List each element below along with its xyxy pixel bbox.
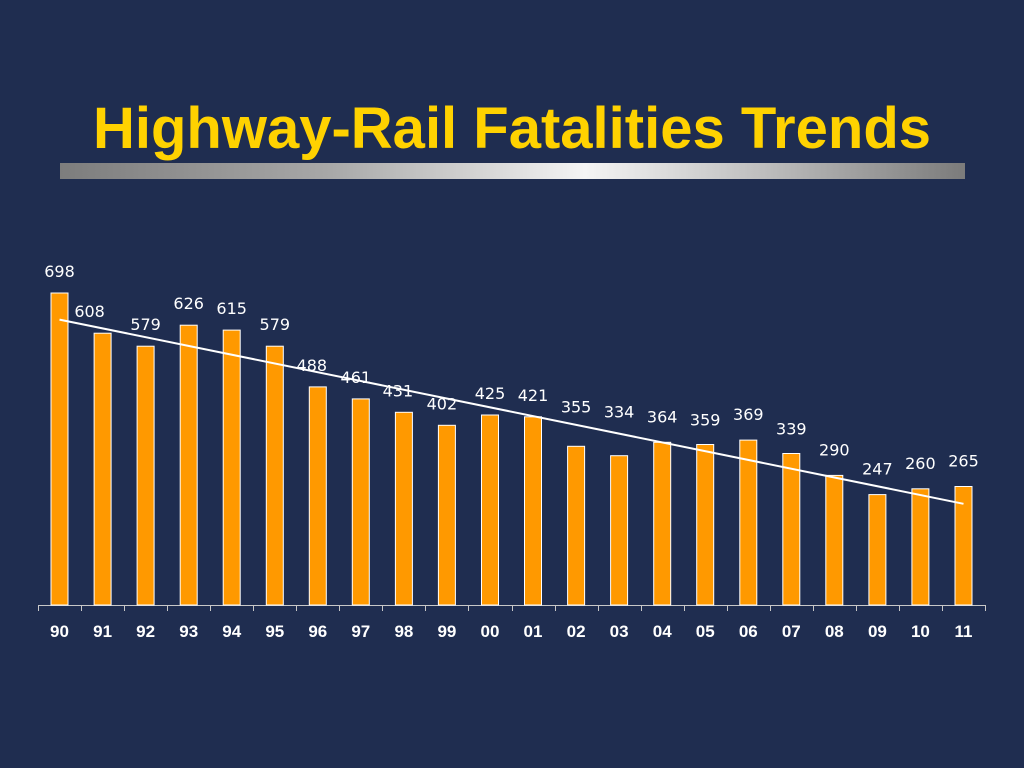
bar-96 [308,386,327,606]
data-label-98: 431 [383,381,414,400]
x-tick-label-09: 09 [868,622,887,641]
data-label-92: 579 [130,315,161,334]
x-tick-label-96: 96 [308,622,327,641]
bar-11 [954,486,973,606]
data-label-99: 402 [427,394,458,413]
data-label-94: 615 [216,299,247,318]
x-tick-label-08: 08 [825,622,844,641]
x-tick-label-10: 10 [911,622,930,641]
bar-95 [265,345,284,606]
x-tick-label-00: 00 [481,622,500,641]
data-label-08: 290 [819,440,850,459]
x-tick-label-06: 06 [739,622,758,641]
bar-93 [179,324,198,606]
bar-97 [351,398,370,606]
data-label-04: 364 [647,407,678,426]
bar-03 [610,455,629,606]
bar-98 [394,411,413,606]
trendline [59,318,964,505]
x-tick-label-94: 94 [222,622,241,641]
x-axis [38,605,986,611]
bar-90 [50,292,69,606]
bar-08 [825,474,844,606]
bar-05 [696,444,715,606]
data-label-91: 608 [74,302,105,321]
bar-91 [93,332,112,606]
bar-04 [653,441,672,606]
data-label-09: 247 [862,460,893,479]
x-tick-labels: 90 91 92 93 94 95 96 97 98 99 00 01 02 03 04 05 06 07 08 09… [50,622,972,641]
data-label-07: 339 [776,420,807,439]
x-tick-label-95: 95 [265,622,284,641]
x-tick-label-97: 97 [351,622,370,641]
bar-99 [437,424,456,606]
bar-94 [222,329,241,606]
data-label-01: 421 [518,386,549,405]
data-label-06: 369 [733,405,764,424]
data-label-10: 260 [905,454,936,473]
data-label-05: 359 [690,411,721,430]
bar-92 [136,345,155,606]
x-tick-label-99: 99 [437,622,456,641]
data-label-11: 265 [948,452,979,471]
x-tick-label-07: 07 [782,622,801,641]
x-tick-label-05: 05 [696,622,715,641]
data-label-93: 626 [173,294,204,313]
bar-09 [868,494,887,606]
x-tick-label-04: 04 [653,622,672,641]
title-divider [60,163,965,179]
data-label-00: 425 [475,384,506,403]
data-label-02: 355 [561,397,592,416]
bar-01 [524,416,542,606]
bars [50,292,973,606]
bar-06 [739,439,758,606]
data-labels: 698 608 579 626 615 579 488 461 431 402 425 421 355 3… [44,262,979,479]
data-label-03: 334 [604,403,635,422]
x-tick-label-98: 98 [394,622,413,641]
data-label-95: 579 [260,315,291,334]
x-tick-label-93: 93 [179,622,198,641]
bar-07 [782,453,801,606]
x-tick-label-92: 92 [136,622,155,641]
data-label-97: 461 [341,368,372,387]
x-tick-label-91: 91 [93,622,112,641]
trendline-layer [59,318,964,505]
slide-title: Highway-Rail Fatalities Trends [93,96,931,161]
data-label-90: 698 [44,262,75,281]
bar-10 [911,488,930,606]
bar-02 [567,445,586,606]
x-tick-label-90: 90 [50,622,69,641]
x-tick-label-03: 03 [610,622,629,641]
data-label-96: 488 [297,356,328,375]
bar-00 [481,414,499,606]
x-tick-label-01: 01 [524,622,543,641]
x-tick-label-11: 11 [955,622,973,641]
x-tick-label-02: 02 [567,622,586,641]
